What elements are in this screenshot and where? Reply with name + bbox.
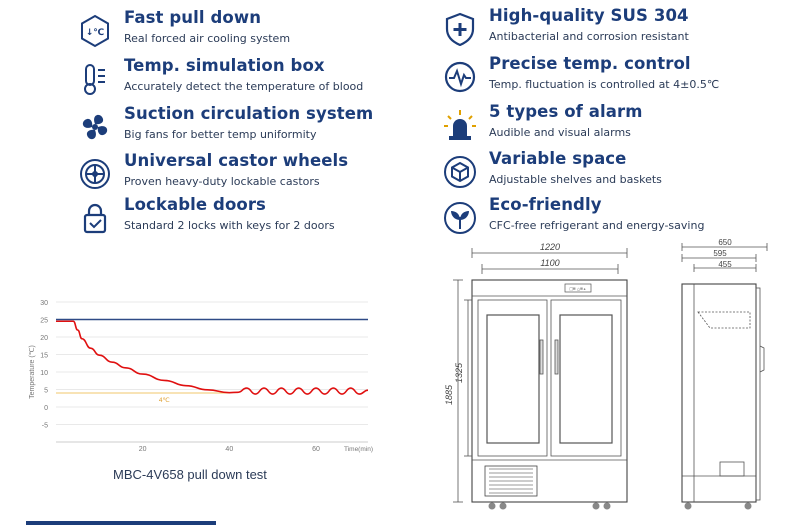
feature-description: Real forced air cooling system xyxy=(124,32,291,45)
feature-title: Variable space xyxy=(489,149,627,168)
lock-icon xyxy=(78,201,112,235)
feature-description: Standard 2 locks with keys for 2 doors xyxy=(124,219,335,232)
series-line xyxy=(56,320,369,395)
feature-description: Antibacterial and corrosion resistant xyxy=(489,30,689,43)
feature-title: Suction circulation system xyxy=(124,104,374,123)
side-depth-inner: 455 xyxy=(718,260,732,269)
y-axis-label: Temperature (℃) xyxy=(29,345,36,399)
x-tick-label: 60 xyxy=(312,446,320,453)
feature-description: CFC-free refrigerant and energy-saving xyxy=(489,219,705,232)
pull-down-chart: 30 25 20 15 10 5 0 -5 20 40 60 Time(min) Temperature… xyxy=(28,292,373,460)
feature-description: Audible and visual alarms xyxy=(489,126,631,139)
front-height-outer: 1885 xyxy=(444,384,454,405)
cube-icon xyxy=(443,155,477,189)
thermometer-down-icon: ↓℃ xyxy=(78,14,112,48)
display-panel: □≡ ⌂≡∘ xyxy=(570,287,586,293)
y-tick-label: 0 xyxy=(44,405,48,412)
feature-description: Big fans for better temp uniformity xyxy=(124,128,317,141)
y-tick-label: -5 xyxy=(42,423,48,430)
feature-description: Proven heavy-duty lockable castors xyxy=(124,175,320,188)
feature-title: Temp. simulation box xyxy=(124,56,325,75)
side-depth-mid: 595 xyxy=(713,249,727,258)
feature-title: 5 types of alarm xyxy=(489,102,643,121)
feature-title: High-quality SUS 304 xyxy=(489,6,689,25)
front-width-outer: 1220 xyxy=(540,242,560,252)
side-depth-outer: 650 xyxy=(718,238,732,247)
feature-title: Fast pull down xyxy=(124,8,262,27)
feature-description: Accurately detect the temperature of blo… xyxy=(124,80,364,93)
x-axis-label: Time(min) xyxy=(344,446,373,453)
temp-box-icon xyxy=(78,62,112,96)
pulse-icon xyxy=(443,60,477,94)
front-view-drawing: □≡ ⌂≡∘ 1220 1100 1885 1325 xyxy=(440,238,660,525)
x-tick-label: 40 xyxy=(225,446,233,453)
x-tick-label: 20 xyxy=(139,446,147,453)
leaf-icon xyxy=(443,201,477,235)
y-tick-label: 10 xyxy=(40,370,48,377)
front-width-inner: 1100 xyxy=(540,258,559,268)
svg-text:↓℃: ↓℃ xyxy=(86,28,105,38)
y-tick-label: 5 xyxy=(44,388,48,395)
feature-title: Eco-friendly xyxy=(489,195,602,214)
y-tick-label: 20 xyxy=(40,335,48,342)
castor-wheel-icon xyxy=(78,157,112,191)
annotation-4c: 4℃ xyxy=(159,397,171,404)
feature-title: Lockable doors xyxy=(124,195,266,214)
y-tick-label: 25 xyxy=(40,318,48,325)
front-height-inner: 1325 xyxy=(454,362,464,383)
feature-description: Temp. fluctuation is controlled at 4±0.5… xyxy=(489,78,720,91)
chart-caption: MBC-4V658 pull down test xyxy=(113,467,267,482)
feature-title: Universal castor wheels xyxy=(124,151,349,170)
feature-description: Adjustable shelves and baskets xyxy=(489,173,662,186)
y-tick-label: 15 xyxy=(40,353,48,360)
shield-plus-icon xyxy=(443,12,477,46)
feature-title: Precise temp. control xyxy=(489,54,691,73)
bottom-accent-bar xyxy=(26,521,216,525)
alarm-light-icon xyxy=(443,108,477,142)
fan-icon xyxy=(78,110,112,144)
y-tick-label: 30 xyxy=(40,300,48,307)
side-view-drawing: 650 595 455 xyxy=(672,238,782,525)
